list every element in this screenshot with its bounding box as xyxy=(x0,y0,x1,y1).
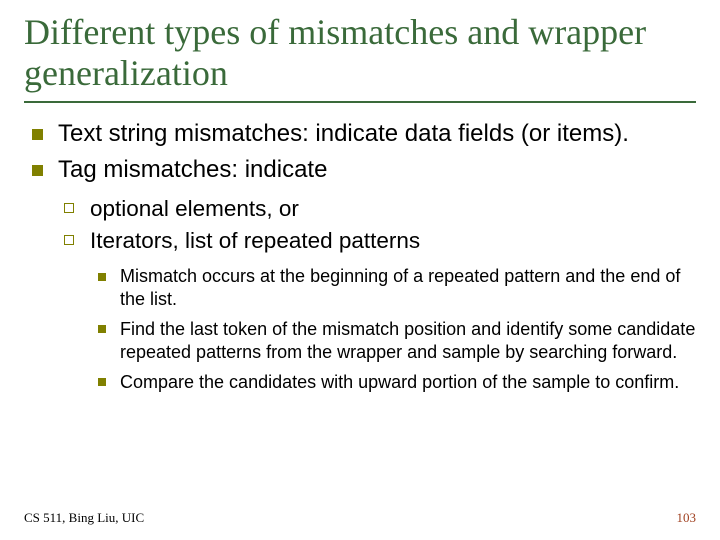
bullet-list-l3: Mismatch occurs at the beginning of a re… xyxy=(90,265,696,394)
list-item: Compare the candidates with upward porti… xyxy=(90,371,696,394)
page-number: 103 xyxy=(677,510,697,526)
footer-left: CS 511, Bing Liu, UIC xyxy=(24,510,144,526)
bullet-list-l2: optional elements, or Iterators, list of… xyxy=(58,195,696,394)
list-item: Text string mismatches: indicate data fi… xyxy=(24,119,696,149)
footer: CS 511, Bing Liu, UIC 103 xyxy=(24,510,696,526)
list-item: optional elements, or xyxy=(58,195,696,223)
title-rule xyxy=(24,101,696,103)
list-item: Tag mismatches: indicate optional elemen… xyxy=(24,155,696,394)
list-item-text: Iterators, list of repeated patterns xyxy=(90,228,420,253)
bullet-list-l1: Text string mismatches: indicate data fi… xyxy=(24,119,696,394)
list-item: Mismatch occurs at the beginning of a re… xyxy=(90,265,696,312)
list-item: Iterators, list of repeated patterns Mis… xyxy=(58,227,696,394)
list-item: Find the last token of the mismatch posi… xyxy=(90,318,696,365)
slide-title: Different types of mismatches and wrappe… xyxy=(24,12,696,95)
slide-body: Text string mismatches: indicate data fi… xyxy=(24,119,696,394)
list-item-text: Tag mismatches: indicate xyxy=(58,156,327,183)
slide: Different types of mismatches and wrappe… xyxy=(0,0,720,540)
